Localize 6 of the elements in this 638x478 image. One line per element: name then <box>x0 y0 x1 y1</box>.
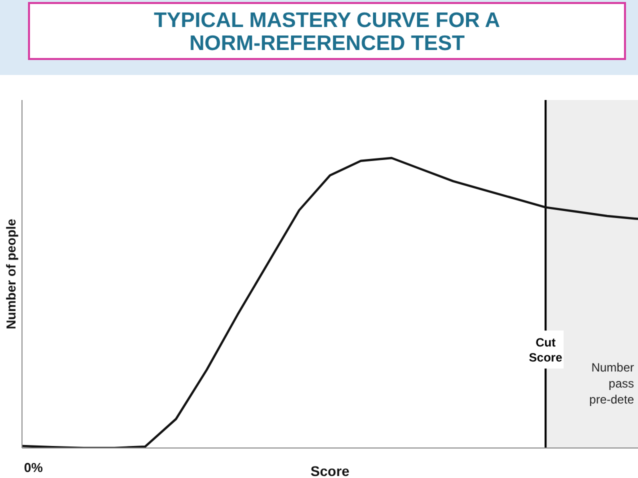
chart-title: TYPICAL MASTERY CURVE FOR A NORM-REFERENCED TEST <box>28 2 626 60</box>
annotation: Number pass pre-dete <box>589 360 634 406</box>
x-axis-title: Score <box>310 463 350 478</box>
y-axis-title: Number of people <box>4 218 18 330</box>
annotation: Cut Score <box>528 336 563 365</box>
text: 0% <box>24 460 43 475</box>
